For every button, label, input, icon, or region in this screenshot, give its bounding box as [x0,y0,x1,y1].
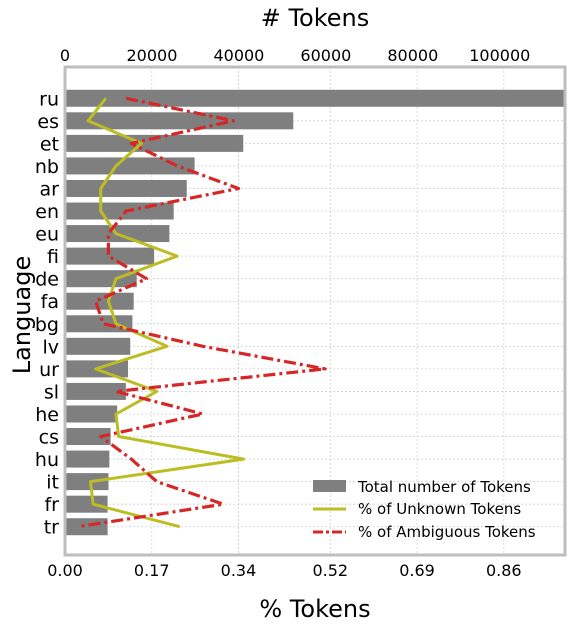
bottom-tick-label: 0.00 [47,561,83,580]
category-label-lv: lv [42,336,59,358]
legend: Total number of Tokens % of Unknown Toke… [313,478,536,541]
bottom-ticks: 0.00 0.17 0.34 0.52 0.69 0.86 [47,561,521,580]
plot-frame [63,65,567,557]
bottom-tick-label: 0.17 [134,561,170,580]
bottom-axis-label: % Tokens [259,595,370,623]
category-label-sl: sl [44,381,59,403]
bottom-tick-label: 0.52 [312,561,348,580]
bar-lv [65,337,131,355]
y-axis-label: Language [8,256,36,374]
bar-en [65,202,174,220]
bar-cs [65,428,111,446]
category-label-he: he [35,404,59,426]
bottom-tick-label: 0.69 [399,561,435,580]
bar-sl [65,382,126,400]
category-label-ru: ru [39,88,59,110]
top-tick-label: 20000 [127,46,178,65]
top-tick-label: 100000 [469,46,530,65]
line-unknown-tokens [86,97,246,529]
category-label-tr: tr [44,517,59,539]
category-label-en: en [35,201,59,223]
legend-swatch-bar [313,480,346,492]
category-label-et: et [40,133,59,155]
bar-ru [65,89,565,107]
line-ambiguous-tokens [77,96,327,529]
bar-de [65,270,137,288]
bar-fr [65,495,108,513]
bar-tr [65,518,108,536]
category-label-hu: hu [35,449,59,471]
category-label-ur: ur [39,359,59,381]
bar-bg [65,315,133,333]
category-label-de: de [35,269,59,291]
top-axis-label: # Tokens [261,4,370,32]
category-label-ar: ar [40,178,60,200]
bar-hu [65,450,110,468]
category-label-fi: fi [47,246,59,268]
category-label-es: es [37,111,59,133]
grid [64,67,565,555]
category-label-bg: bg [35,314,59,336]
top-tick-label: 40000 [213,46,264,65]
category-label-eu: eu [35,224,59,246]
bottom-tick-label: 0.34 [221,561,257,580]
bar-es [65,112,294,130]
bar-it [65,473,109,491]
top-tick-label: 60000 [300,46,351,65]
bar-he [65,405,118,423]
bar-et [65,134,244,152]
legend-label-unknown: % of Unknown Tokens [358,500,521,518]
category-label-fr: fr [44,494,59,516]
category-label-it: it [46,472,59,494]
lines [77,96,327,529]
legend-label-bar: Total number of Tokens [357,478,531,496]
legend-label-ambiguous: % of Ambiguous Tokens [358,523,536,541]
top-tick-label: 0 [60,46,70,65]
bottom-tick-label: 0.86 [486,561,522,580]
category-label-nb: nb [35,156,59,178]
category-label-fa: fa [41,291,59,313]
bars [65,89,565,536]
top-ticks: 0 20000 40000 60000 80000 100000 [60,46,530,65]
bar-fi [65,247,155,265]
bar-ar [65,179,187,197]
category-label-cs: cs [39,427,59,449]
bar-nb [65,157,195,175]
top-tick-label: 80000 [387,46,438,65]
